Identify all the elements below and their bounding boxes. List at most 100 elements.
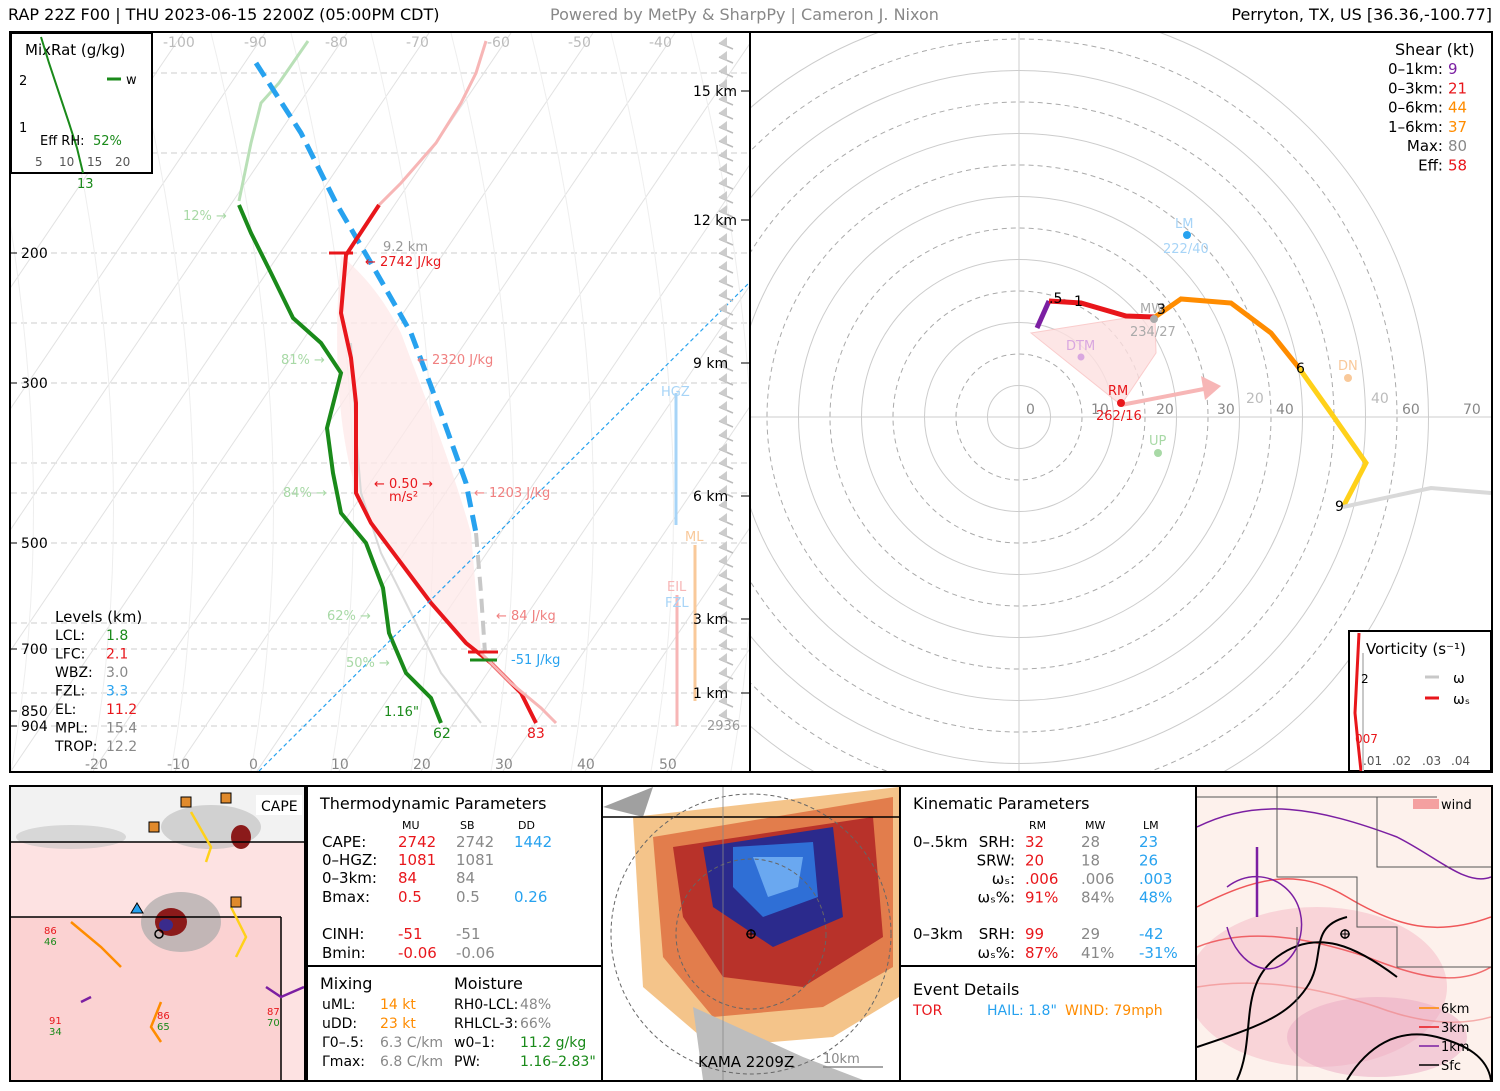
top-temp-tick: -50	[568, 35, 591, 51]
fzl-dashed-line	[258, 282, 749, 771]
skewt-chart: HGZ ML EIL FZL 9.2 km ← 2742 J/kg ← 2320…	[11, 33, 749, 771]
wind-barb-flag	[719, 191, 727, 201]
temp-tick: -10	[167, 757, 190, 771]
bmax-label-2: m/s²	[389, 490, 418, 505]
top-temp-tick: -60	[487, 35, 510, 51]
station-3-t: 86	[157, 1011, 170, 1022]
storm-motion-arrow	[1120, 386, 1210, 407]
moisture-value: 1.16–2.83"	[520, 1054, 596, 1070]
thermo-col-header: SB	[460, 819, 475, 832]
hodo-upper-line	[1342, 485, 1491, 509]
level-value: 12.2	[106, 739, 137, 755]
mixrat-legend: w	[126, 73, 137, 88]
dry-adiabat-line	[530, 33, 594, 771]
wind-barb-flag	[719, 569, 727, 579]
el-height-label: 9.2 km	[383, 240, 428, 255]
vort-value: 007	[1355, 732, 1378, 746]
height-tick: 1 km	[693, 686, 728, 702]
mixing-moisture-panel: Mixing Moisture uML: 14 kt uDD: 23 kt Γ0–.5:…	[306, 965, 603, 1082]
wind-barb-flag	[719, 499, 727, 509]
mixing-label: uML:	[322, 997, 355, 1013]
hodo-rm-value: 262/16	[1096, 409, 1142, 424]
isotherm-line	[11, 33, 266, 409]
level-value: 1.8	[106, 628, 128, 644]
shear-label: Max:	[1407, 137, 1443, 155]
hodo-lm-label: LM	[1175, 217, 1193, 232]
kin-cell: 48%	[1139, 889, 1172, 907]
moisture-label: RH0-LCL:	[454, 997, 518, 1013]
thermo-row-label: CINH:	[322, 925, 364, 943]
radar-label: KAMA 2209Z	[698, 1053, 794, 1071]
hodo-point-dtm	[1077, 353, 1085, 361]
upper-air-map: wind 6km 3km 1km Sfc	[1197, 787, 1491, 1080]
mixrat-xtick-5: 5	[35, 155, 43, 169]
kin-col-header: RM	[1029, 819, 1046, 832]
wind-barb-flag	[719, 331, 727, 341]
cape-low-label: ← 1203 J/kg	[474, 486, 550, 501]
kin-cell: 41%	[1081, 944, 1114, 962]
kin-col-header: LM	[1143, 819, 1159, 832]
wind-barb-flag	[719, 317, 727, 327]
wind-barb-flag	[719, 121, 727, 131]
thermo-cell: 0.5	[456, 888, 480, 906]
thermo-col-header: MU	[402, 819, 420, 832]
temp-tick: 0	[249, 757, 258, 771]
wind-barb-flag	[719, 625, 727, 635]
map-legend-label: 1km	[1441, 1040, 1469, 1055]
mixrat-line	[40, 36, 84, 174]
hodograph-chart: 0 10 20 30 40 60 70 20 40 LM 222/40 MW 234/27 DTM RM 2…	[751, 33, 1491, 771]
level-value: 3.3	[106, 684, 128, 700]
kin-group-label: 0–3km	[913, 925, 963, 943]
wind-barb-flag	[719, 233, 727, 243]
shear-label: 0–6km:	[1388, 99, 1443, 117]
kin-cell: 23	[1139, 833, 1158, 851]
hodo-seg-1-3km	[1048, 298, 1156, 320]
pressure-tick: 700	[21, 642, 48, 658]
dewpoint-line	[237, 204, 443, 724]
cape-map: CAPE 86 46 91 34 86 65 87 70	[11, 787, 304, 1080]
level-value: 15.4	[106, 721, 137, 737]
shear-value: 37	[1448, 118, 1467, 136]
wind-barb-flag	[719, 205, 727, 215]
storm-motion-arrowhead	[1201, 376, 1221, 400]
height-tick: 15 km	[693, 84, 737, 100]
isotherm-line	[11, 33, 348, 530]
dry-adiabat-line	[210, 33, 274, 771]
hodo-ring-label: 70	[1463, 402, 1481, 418]
vort-legend-ws: ωₛ	[1453, 692, 1470, 708]
wind-barb-flag	[719, 653, 727, 663]
map-legend-wind: wind	[1441, 798, 1472, 813]
vort-xtick-2: .02	[1392, 754, 1411, 768]
thermo-row-label: 0–3km:	[322, 869, 377, 887]
eil-label: EIL	[667, 580, 687, 595]
shear-value: 21	[1448, 79, 1467, 97]
isotherm-line	[256, 43, 749, 771]
event-hail: HAIL: 1.8"	[987, 1003, 1057, 1019]
thermo-row-label: 0–HGZ:	[322, 851, 377, 869]
rh-81: 81% →	[281, 353, 325, 368]
levels-title: Levels (km)	[55, 608, 142, 626]
station-4-td: 70	[267, 1018, 280, 1029]
wind-barb-flag	[719, 485, 727, 495]
isotherm-line	[11, 33, 430, 651]
station-4-t: 87	[267, 1007, 280, 1018]
radar-image: KAMA 2209Z 10km	[603, 787, 899, 1080]
vorticity-inset: Vorticity (s⁻¹) ω ωₛ 2 007 .01 .02 .03 .…	[1348, 630, 1491, 771]
hodo-ring-label-2: 20	[1246, 391, 1264, 407]
top-temp-tick: -80	[325, 35, 348, 51]
wind-barb-flag	[719, 163, 727, 173]
mixing-value: 6.3 C/km	[380, 1035, 443, 1051]
wind-barb-flag	[719, 681, 727, 691]
level-value: 11.2	[106, 702, 137, 718]
mixing-label: uDD:	[322, 1016, 357, 1032]
dry-adiabat-line	[610, 33, 674, 771]
hodo-height-label: 9	[1335, 499, 1344, 515]
kin-cell: .006	[1081, 870, 1114, 888]
thermo-title: Thermodynamic Parameters	[319, 794, 547, 813]
mixrat-value: 13	[77, 177, 94, 192]
top-temp-tick: -70	[406, 35, 429, 51]
kinematic-panel: Kinematic Parameters RM MW LM 0–.5km SRH: 32 2…	[899, 785, 1197, 967]
temp-tick: 40	[577, 757, 595, 771]
hodo-height-label: 3	[1157, 302, 1166, 318]
wind-barb-flag	[719, 611, 727, 621]
